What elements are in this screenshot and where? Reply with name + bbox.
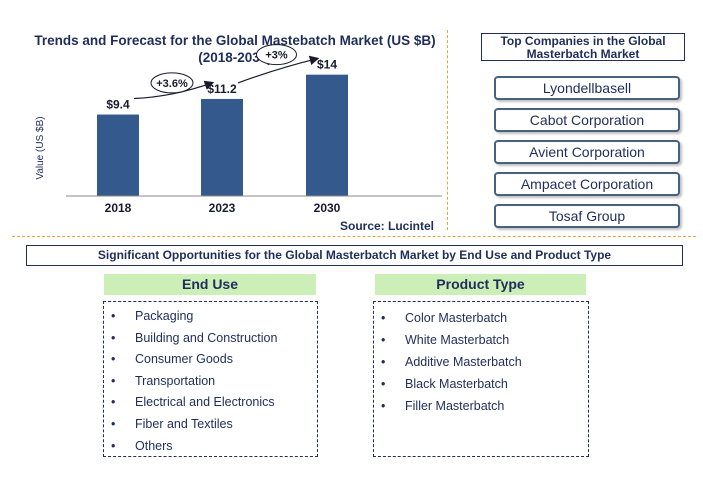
top-companies-title: Top Companies in the Global Masterbatch … [481,33,685,61]
vertical-separator [447,30,448,230]
product-type-item-label: White Masterbatch [405,333,510,347]
y-axis-label: Value (US $B) [35,116,46,179]
end-use-item-label: Transportation [135,373,216,388]
source-note: Source: Lucintel [340,219,435,233]
end-use-item-label: Consumer Goods [135,352,233,367]
bullet-icon: • [381,333,386,347]
x-tick-2023: 2023 [209,201,236,215]
bullet-icon: • [111,438,116,453]
end-use-item-label: Building and Construction [135,330,278,345]
product-type-list: • Color Masterbatch • White Masterbatch • Add… [373,301,589,457]
end-use-heading: End Use [104,274,316,295]
growth-bubble-2023-2030 [256,44,297,66]
end-use-item-label: Fiber and Textiles [135,417,233,431]
bullet-icon: • [381,377,386,391]
bullet-icon: • [111,309,116,323]
growth-arrow-2023-2030 [237,55,320,84]
bullet-icon: • [381,311,386,325]
company-avient: Avient Corporation [494,140,680,164]
growth-label-2018-2023: +3.6% [156,78,188,90]
company-ampacet: Ampacet Corporation [494,172,680,196]
bullet-icon: • [381,355,386,369]
chart-title-line1: Trends and Forecast for the Global Maste… [34,33,436,48]
bar-2018 [97,114,139,196]
company-tosaf: Tosaf Group [494,204,680,228]
product-type-item-label: Color Masterbatch [405,311,508,325]
data-label-2018: $9.4 [106,98,130,112]
bullet-icon: • [111,395,116,410]
product-type-item-label: Black Masterbatch [405,377,508,391]
x-tick-2018: 2018 [105,201,132,215]
data-label-2030: $14 [317,58,337,72]
bar-2030 [306,74,348,196]
data-label-2023: $11.2 [207,82,237,96]
company-lyondellbasell: Lyondellbasell [494,76,680,100]
bullet-icon: • [111,352,116,367]
end-use-item-label: Others [135,438,173,453]
growth-label-2023-2030: +3% [265,50,288,62]
product-type-heading: Product Type [375,274,586,295]
bullet-icon: • [111,417,116,431]
product-type-item-label: Additive Masterbatch [405,355,522,369]
end-use-item-label: Packaging [135,309,194,323]
bullet-icon: • [111,373,116,388]
end-use-item-label: Electrical and Electronics [135,395,275,410]
chart-title: Trends and Forecast for the Global Maste… [15,32,455,66]
product-type-item-label: Filler Masterbatch [405,399,505,413]
growth-bubble-2018-2023 [150,72,194,94]
opportunities-title: Significant Opportunities for the Global… [26,245,683,266]
end-use-list: • Packaging • Building and Construction • Con… [103,301,318,457]
bullet-icon: • [381,399,386,413]
growth-arrow-2018-2023 [133,80,215,100]
x-tick-2030: 2030 [314,201,341,215]
company-cabot: Cabot Corporation [494,108,680,132]
bar-chart: Value (US $B) +3.6% +3% $9.4 2018 $11.2 2023… [35,44,442,215]
chart-title-line2: (2018-2030) [198,50,272,65]
bullet-icon: • [111,330,116,345]
horizontal-separator [12,236,696,237]
bar-2023 [201,98,243,196]
